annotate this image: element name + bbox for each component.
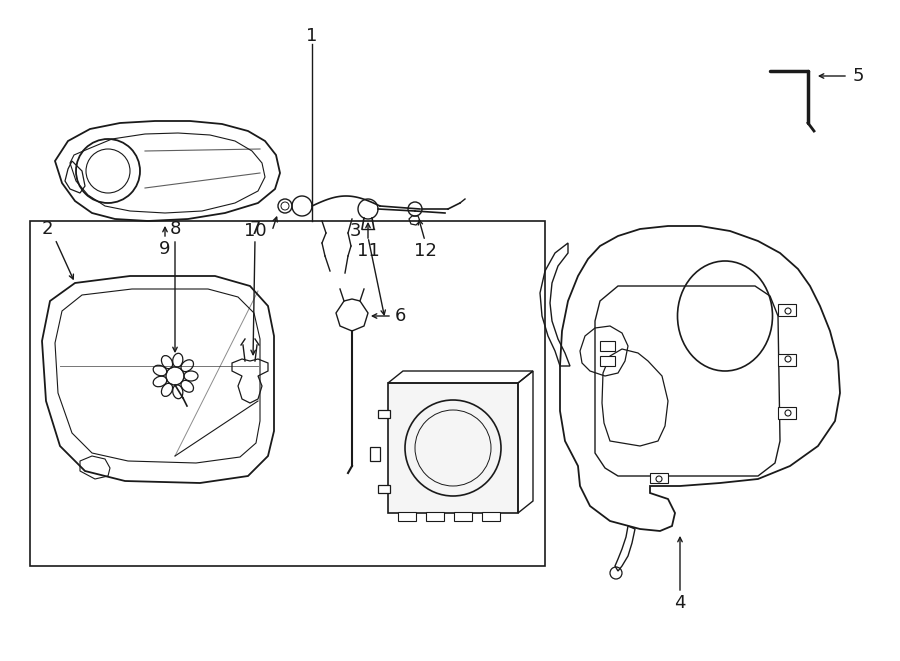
Text: 2: 2 — [41, 220, 53, 238]
Bar — [426, 512, 444, 521]
Bar — [482, 512, 500, 521]
Bar — [778, 354, 796, 366]
Bar — [370, 447, 380, 461]
Bar — [650, 473, 668, 483]
Text: 6: 6 — [394, 307, 406, 325]
Bar — [454, 512, 472, 521]
Text: 12: 12 — [414, 242, 436, 260]
Bar — [600, 341, 615, 351]
Text: 9: 9 — [159, 240, 171, 258]
Bar — [398, 512, 416, 521]
Text: 10: 10 — [244, 222, 266, 240]
Text: 1: 1 — [306, 27, 318, 45]
Bar — [388, 383, 518, 513]
Bar — [30, 221, 545, 566]
Text: 3: 3 — [349, 222, 361, 240]
Text: 5: 5 — [852, 67, 864, 85]
Text: 7: 7 — [249, 220, 261, 238]
Bar — [378, 410, 390, 418]
Bar — [778, 407, 796, 419]
Bar — [600, 356, 615, 366]
Text: 4: 4 — [674, 594, 686, 612]
Bar — [778, 304, 796, 316]
Text: 8: 8 — [169, 220, 181, 238]
Bar — [378, 485, 390, 493]
Text: 11: 11 — [356, 242, 380, 260]
